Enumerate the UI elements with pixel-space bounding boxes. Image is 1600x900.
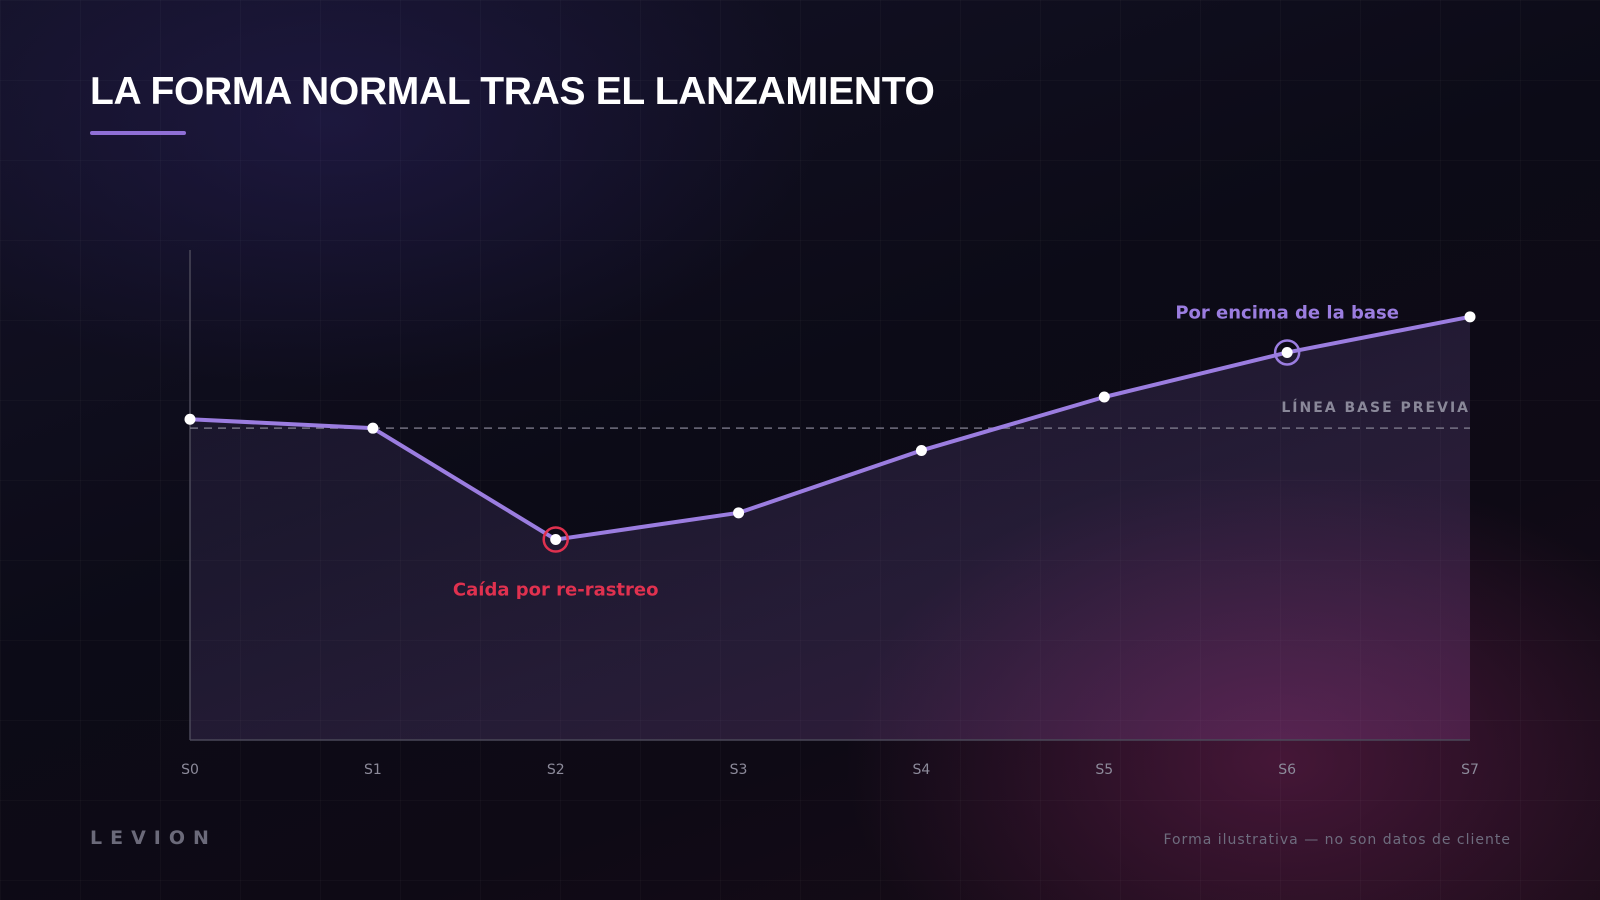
series-area-fill — [190, 316, 1470, 740]
x-tick-label-s7: S7 — [1461, 762, 1479, 778]
data-point-s2 — [550, 534, 562, 546]
data-point-s6 — [1281, 346, 1293, 358]
x-tick-label-s4: S4 — [913, 762, 931, 778]
data-point-s1 — [367, 422, 379, 434]
series-line — [188, 314, 1472, 542]
x-tick-label-s6: S6 — [1278, 762, 1296, 778]
annotation-label-s6: Por encima de la base — [1175, 302, 1399, 323]
footnote: Forma ilustrativa — no son datos de clie… — [1163, 832, 1511, 848]
data-point-s7 — [1464, 311, 1476, 323]
x-tick-label-s1: S1 — [364, 762, 382, 778]
x-tick-label-s0: S0 — [181, 762, 199, 778]
data-point-s3 — [733, 507, 745, 519]
title-underline — [90, 131, 186, 135]
page-title: LA FORMA NORMAL TRAS EL LANZAMIENTO — [90, 70, 935, 113]
data-point-s0 — [184, 413, 196, 425]
annotation-ring-s2 — [542, 526, 569, 553]
x-tick-label-s3: S3 — [730, 762, 748, 778]
x-tick-label-s2: S2 — [547, 762, 565, 778]
annotation-ring-s6 — [1273, 339, 1301, 366]
data-point-s4 — [915, 444, 927, 456]
baseline-label: LÍNEA BASE PREVIA — [1281, 399, 1470, 416]
x-tick-label-s5: S5 — [1095, 762, 1113, 778]
brand-logo: LEVION — [90, 827, 217, 849]
annotation-label-s2: Caída por re-rastreo — [453, 580, 659, 601]
data-point-s5 — [1098, 391, 1110, 403]
